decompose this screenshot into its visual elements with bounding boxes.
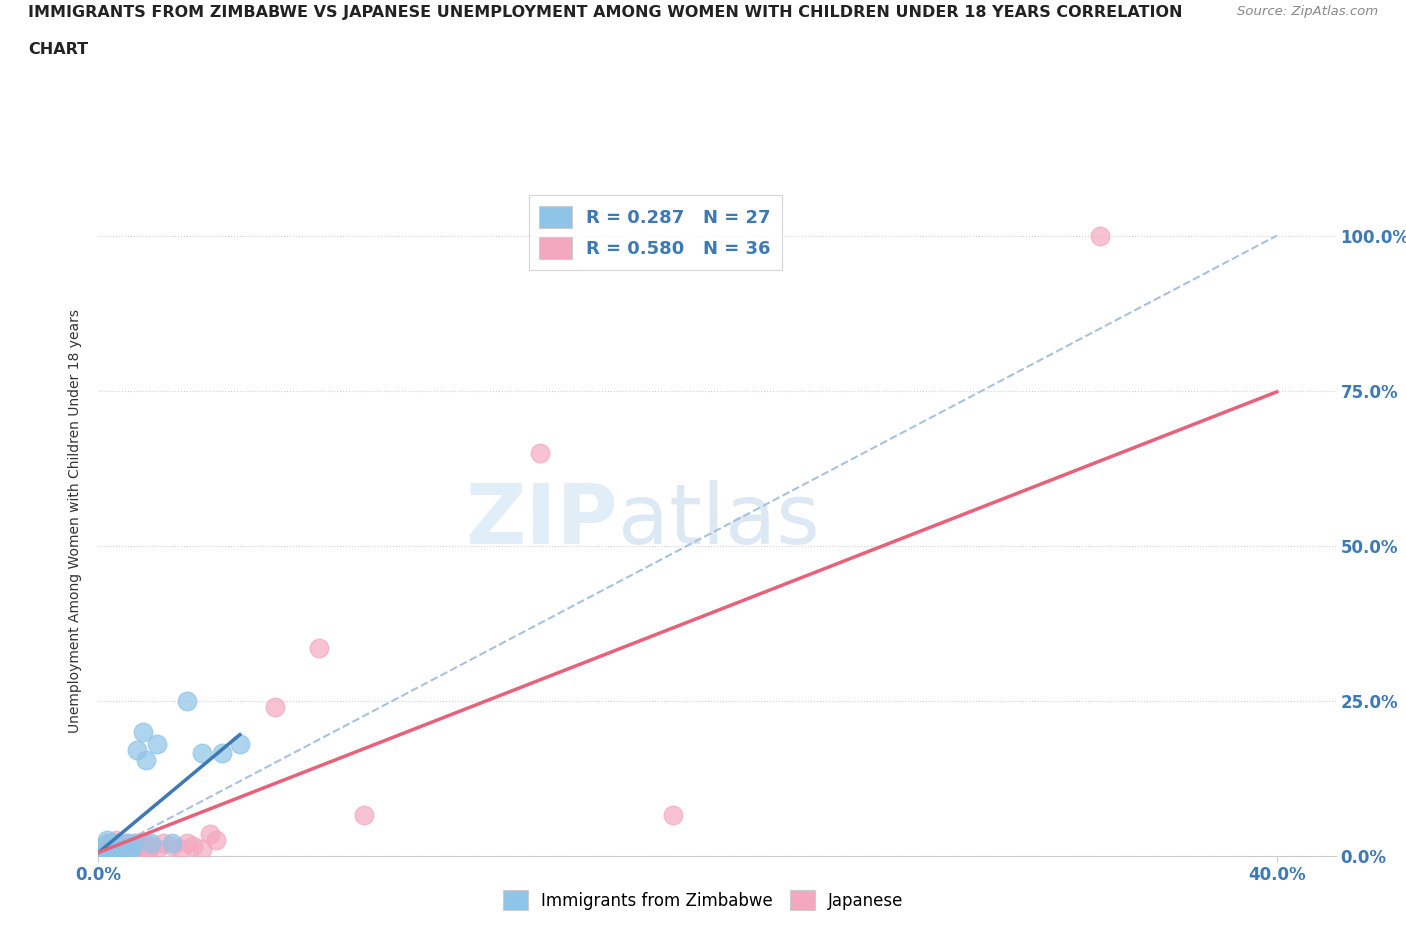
Point (264, 699, 287, 714)
Point (98, 836, 121, 851)
Point (117, 836, 139, 851)
Point (120, 842, 142, 857)
Point (353, 808, 375, 823)
Text: ZIP: ZIP (465, 480, 619, 562)
Point (101, 845, 124, 860)
Point (96, 845, 118, 860)
Point (131, 724, 153, 739)
Point (105, 842, 128, 857)
Point (105, 845, 128, 860)
Point (114, 836, 136, 851)
Point (98, 842, 121, 857)
Point (1088, 228, 1111, 243)
Point (93, 845, 115, 860)
Point (90, 845, 112, 860)
Text: atlas: atlas (619, 480, 820, 562)
Point (176, 836, 198, 851)
Point (308, 641, 330, 656)
Point (122, 836, 145, 851)
Point (93, 839, 115, 854)
Point (146, 737, 169, 751)
Point (114, 842, 136, 857)
Point (128, 839, 150, 854)
Point (117, 845, 139, 860)
Point (152, 836, 174, 851)
Point (108, 839, 131, 854)
Point (117, 839, 139, 854)
Point (101, 839, 124, 854)
Point (229, 737, 252, 751)
Text: IMMIGRANTS FROM ZIMBABWE VS JAPANESE UNEMPLOYMENT AMONG WOMEN WITH CHILDREN UNDE: IMMIGRANTS FROM ZIMBABWE VS JAPANESE UNE… (28, 5, 1182, 20)
Point (170, 842, 193, 857)
Point (105, 836, 128, 851)
Point (131, 842, 153, 857)
Point (529, 445, 551, 460)
Text: Source: ZipAtlas.com: Source: ZipAtlas.com (1237, 5, 1378, 18)
Point (662, 808, 685, 823)
Point (160, 836, 183, 851)
Point (93, 842, 115, 857)
Point (105, 832, 128, 847)
Y-axis label: Unemployment Among Women with Children Under 18 years: Unemployment Among Women with Children U… (69, 309, 83, 733)
Point (98, 842, 121, 857)
Point (211, 746, 233, 761)
Point (146, 842, 169, 857)
Text: CHART: CHART (28, 42, 89, 57)
Point (181, 839, 204, 854)
Point (120, 842, 142, 857)
Point (205, 832, 228, 847)
Point (111, 839, 134, 854)
Point (96, 836, 118, 851)
Legend: Immigrants from Zimbabwe, Japanese: Immigrants from Zimbabwe, Japanese (496, 884, 910, 917)
Point (160, 839, 183, 854)
Point (135, 836, 157, 851)
Point (101, 836, 124, 851)
Point (141, 836, 163, 851)
Point (90, 845, 112, 860)
Point (96, 832, 118, 847)
Point (122, 845, 145, 860)
Point (125, 836, 148, 851)
Point (111, 842, 134, 857)
Point (125, 743, 148, 758)
Point (141, 839, 163, 854)
Point (138, 842, 160, 857)
Point (135, 752, 157, 767)
Point (108, 842, 131, 857)
Point (176, 693, 198, 708)
Point (96, 845, 118, 860)
Point (190, 746, 212, 761)
Point (190, 842, 212, 857)
Point (200, 827, 222, 842)
Legend: R = 0.287   N = 27, R = 0.580   N = 36: R = 0.287 N = 27, R = 0.580 N = 36 (529, 195, 782, 270)
